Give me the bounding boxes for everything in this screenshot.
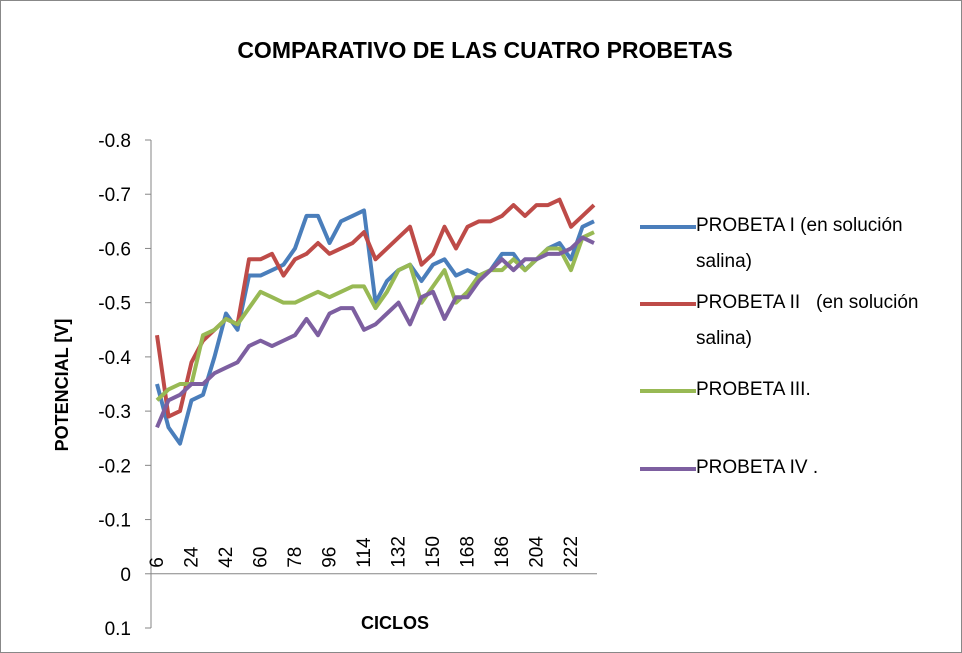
x-tick-label: 222: [561, 536, 582, 568]
y-tick-label: -0.7: [98, 185, 131, 206]
legend-item: PROBETA IV .: [640, 456, 960, 486]
x-tick-label: 150: [423, 536, 444, 568]
chart-title: COMPARATIVO DE LAS CUATRO PROBETAS: [237, 37, 732, 63]
x-tick-label: 42: [216, 547, 237, 568]
y-tick-label: 0.1: [105, 619, 131, 640]
y-tick-label: -0.3: [98, 402, 131, 423]
legend-label: PROBETA I (en solución salina): [696, 215, 908, 272]
x-tick-label: 96: [320, 547, 341, 568]
legend-item: PROBETA II (en solución salina): [640, 291, 960, 357]
series-line: [155, 235, 595, 429]
y-tick-label: -0.5: [98, 294, 131, 315]
x-tick-label: 204: [527, 536, 548, 568]
y-tick-label: -0.4: [98, 348, 131, 369]
x-tick-label: 186: [492, 536, 513, 568]
y-axis-title: POTENCIAL [V]: [52, 319, 72, 452]
legend-item: PROBETA I (en solución salina): [640, 214, 960, 280]
y-tick-label: -0.6: [98, 239, 131, 260]
legend-swatch: [640, 467, 696, 471]
x-tick-label: 168: [458, 536, 479, 568]
x-tick-label: 114: [354, 537, 375, 568]
y-tick-label: -0.1: [98, 511, 131, 532]
legend-item: PROBETA III.: [640, 378, 960, 408]
y-tick-label: 0: [120, 565, 131, 586]
series-line: [155, 230, 595, 402]
y-tick-label: -0.8: [98, 131, 131, 152]
x-tick-label: 132: [389, 536, 410, 568]
legend-swatch: [640, 389, 696, 393]
x-tick-label: 78: [285, 547, 306, 568]
legend-label: PROBETA IV .: [696, 457, 819, 478]
legend-swatch: [640, 225, 696, 229]
legend-swatch: [640, 302, 696, 306]
legend-label: PROBETA III.: [696, 379, 811, 400]
x-tick-label: 24: [182, 546, 203, 568]
y-tick-label: -0.2: [98, 456, 131, 477]
x-tick-label: 60: [251, 547, 272, 568]
legend-label: PROBETA II (en solución salina): [696, 292, 924, 349]
x-tick-label: 6: [147, 557, 168, 568]
x-axis-title: CICLOS: [361, 613, 429, 633]
